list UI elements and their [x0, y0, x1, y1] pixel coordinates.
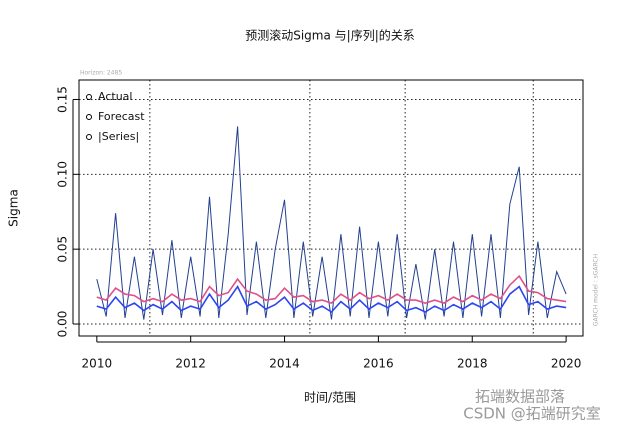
y-tick-label: 0.00 [56, 311, 70, 338]
watermark: 拓端数据部落 [475, 388, 565, 406]
legend-label: Actual [98, 90, 132, 103]
legend-marker [86, 114, 92, 120]
chart-title: 预测滚动Sigma 与|序列|的关系 [245, 28, 415, 43]
side-note: GARCH model : sGARCH [593, 254, 600, 326]
y-tick-label: 0.05 [56, 236, 70, 263]
series-line [96, 285, 567, 314]
subtitle: Horizon: 2485 [80, 70, 122, 77]
plot-frame [78, 79, 584, 337]
y-tick-label: 0.15 [56, 86, 70, 113]
x-tick-label: 2016 [363, 357, 394, 371]
legend-marker [86, 94, 92, 100]
x-axis-label: 时间/范围 [304, 391, 356, 405]
y-tick-label: 0.10 [56, 161, 70, 188]
legend-label: |Series| [98, 130, 139, 143]
x-tick-label: 2020 [551, 357, 582, 371]
watermark: CSDN @拓端研究室 [463, 405, 601, 423]
legend-marker [86, 134, 92, 140]
series-line [96, 126, 567, 320]
x-tick-label: 2018 [457, 357, 488, 371]
x-tick-label: 2012 [175, 357, 206, 371]
x-tick-label: 2010 [82, 357, 113, 371]
x-tick-label: 2014 [269, 357, 300, 371]
legend-label: Forecast [98, 110, 145, 123]
series-line [96, 274, 567, 305]
y-axis-label: Sigma [7, 189, 21, 227]
